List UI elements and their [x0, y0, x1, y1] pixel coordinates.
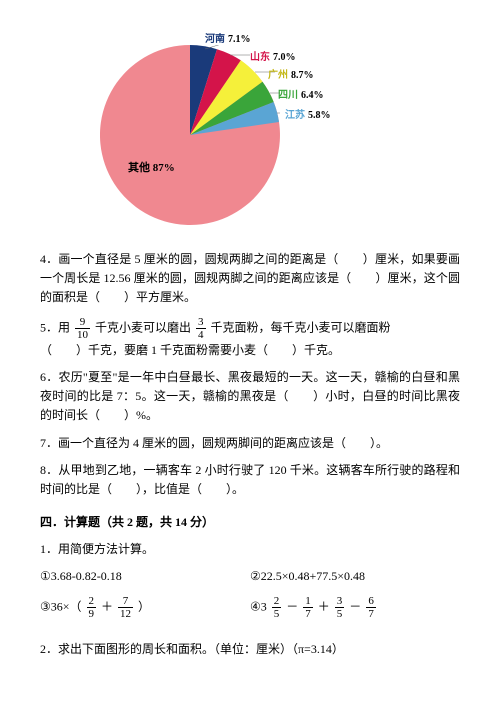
label-henan: 河南7.1%: [205, 32, 251, 48]
calc-item-1: ①3.68-0.82-0.18: [40, 567, 250, 586]
calc-item-4: ④3 25 － 17 ＋ 35 － 67: [250, 595, 460, 620]
sub-question-2: 2．求出下面图形的周长和面积。（单位：厘米）（π=3.14）: [40, 640, 460, 659]
label-shandong: 山东7.0%: [250, 50, 296, 66]
calc-item-3: ③36×（ 29 ＋ 712 ）: [40, 595, 250, 620]
calc-item-2: ②22.5×0.48+77.5×0.48: [250, 567, 460, 586]
fraction-3-4: 34: [196, 316, 206, 341]
question-5: 5．用 910 千克小麦可以磨出 34 千克面粉，每千克小麦可以磨面粉 （ ）千…: [40, 316, 460, 360]
question-8: 8．从甲地到乙地，一辆客车 2 小时行驶了 120 千米。这辆客车所行驶的路程和…: [40, 461, 460, 499]
question-4: 4．画一个直径是 5 厘米的圆，圆规两脚之间的距离是（ ）厘米，如果要画一个周长…: [40, 250, 460, 308]
label-guangzhou: 广州8.7%: [268, 68, 314, 84]
label-qita: 其他 87%: [128, 160, 175, 178]
calc-row-1: ①3.68-0.82-0.18 ②22.5×0.48+77.5×0.48: [40, 567, 460, 586]
question-6: 6．农历"夏至"是一年中白昼最长、黑夜最短的一天。这一天，赣榆的白昼和黑夜时间的…: [40, 368, 460, 426]
calc-row-2: ③36×（ 29 ＋ 712 ） ④3 25 － 17 ＋ 35 － 67: [40, 595, 460, 620]
label-sichuan: 四川6.4%: [278, 88, 324, 104]
pie-chart: 河南7.1% 山东7.0% 广州8.7% 四川6.4% 江苏5.8% 其他 87…: [100, 30, 360, 230]
fraction-9-10: 910: [75, 316, 90, 341]
sub-question-1: 1．用简便方法计算。: [40, 540, 460, 559]
label-jiangsu: 江苏5.8%: [285, 108, 331, 124]
section-4-title: 四．计算题（共 2 题，共 14 分）: [40, 513, 460, 532]
pie-svg: [100, 45, 280, 225]
question-7: 7．画一个直径为 4 厘米的圆，圆规两脚间的距离应该是（ ）。: [40, 434, 460, 453]
